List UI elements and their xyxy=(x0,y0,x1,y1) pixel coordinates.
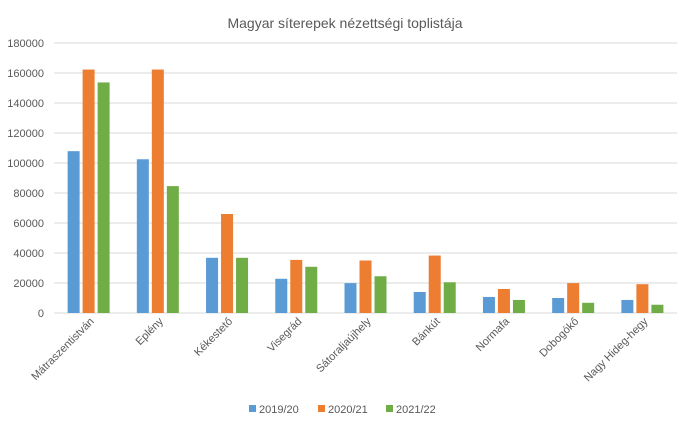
legend-swatch xyxy=(318,405,325,412)
bar-2020-21 xyxy=(82,69,95,313)
bar-2019-20 xyxy=(552,298,565,313)
bar-2019-20 xyxy=(67,151,80,313)
bar-2019-20 xyxy=(206,257,219,313)
bar-2021-22 xyxy=(97,82,110,313)
y-tick-label: 100000 xyxy=(7,158,44,170)
x-tick-label: Visegrád xyxy=(265,316,304,355)
legend-item: 2020/21 xyxy=(318,404,368,416)
bar-2019-20 xyxy=(275,278,288,313)
y-tick-label: 40000 xyxy=(13,248,44,260)
bar-2020-21 xyxy=(497,289,510,313)
bar-2020-21 xyxy=(567,283,580,313)
bar-2020-21 xyxy=(359,260,372,313)
legend-item: 2019/20 xyxy=(249,404,299,416)
y-tick-label: 60000 xyxy=(13,218,44,230)
legend-label: 2020/21 xyxy=(328,404,368,416)
legend-swatch xyxy=(249,405,256,412)
x-tick-label: Bánkút xyxy=(410,316,443,349)
y-tick-label: 0 xyxy=(38,308,44,320)
bar-2021-22 xyxy=(166,186,179,313)
bar-2021-22 xyxy=(236,257,249,313)
legend-label: 2021/22 xyxy=(396,404,436,416)
x-tick-label: Dobogókő xyxy=(537,316,581,360)
x-tick-label: Sátoraljaújhely xyxy=(314,315,374,375)
x-tick-label: Normafa xyxy=(474,315,513,354)
x-tick-label: Kékestető xyxy=(192,316,235,359)
bar-2019-20 xyxy=(413,292,426,313)
bar-2021-22 xyxy=(443,282,456,313)
legend-item: 2021/22 xyxy=(386,404,436,416)
x-tick-label: Mátraszentistván xyxy=(29,316,96,383)
y-tick-label: 120000 xyxy=(7,128,44,140)
x-tick-label: Eplény xyxy=(134,315,167,348)
bar-2020-21 xyxy=(636,284,649,313)
bar-2019-20 xyxy=(621,299,634,313)
legend-swatch xyxy=(386,405,393,412)
y-tick-label: 160000 xyxy=(7,68,44,80)
chart-title: Magyar síterepek nézettségi toplistája xyxy=(227,15,462,31)
bar-2021-22 xyxy=(512,299,525,313)
y-tick-label: 140000 xyxy=(7,98,44,110)
y-tick-label: 80000 xyxy=(13,188,44,200)
bar-2020-21 xyxy=(290,259,303,313)
y-tick-label: 20000 xyxy=(13,278,44,290)
bar-2019-20 xyxy=(136,159,149,313)
bar-2020-21 xyxy=(221,214,234,313)
bar-2021-22 xyxy=(305,266,318,313)
y-tick-label: 180000 xyxy=(7,38,44,50)
bar-2021-22 xyxy=(374,276,387,313)
x-tick-label: Nagy Hideg-hegy xyxy=(582,315,651,384)
bar-2020-21 xyxy=(428,255,441,313)
bar-2021-22 xyxy=(651,304,664,313)
bar-2019-20 xyxy=(344,283,357,313)
legend-label: 2019/20 xyxy=(259,404,299,416)
bar-2021-22 xyxy=(582,302,595,313)
bar-2019-20 xyxy=(482,296,495,313)
bar-2020-21 xyxy=(151,69,164,313)
